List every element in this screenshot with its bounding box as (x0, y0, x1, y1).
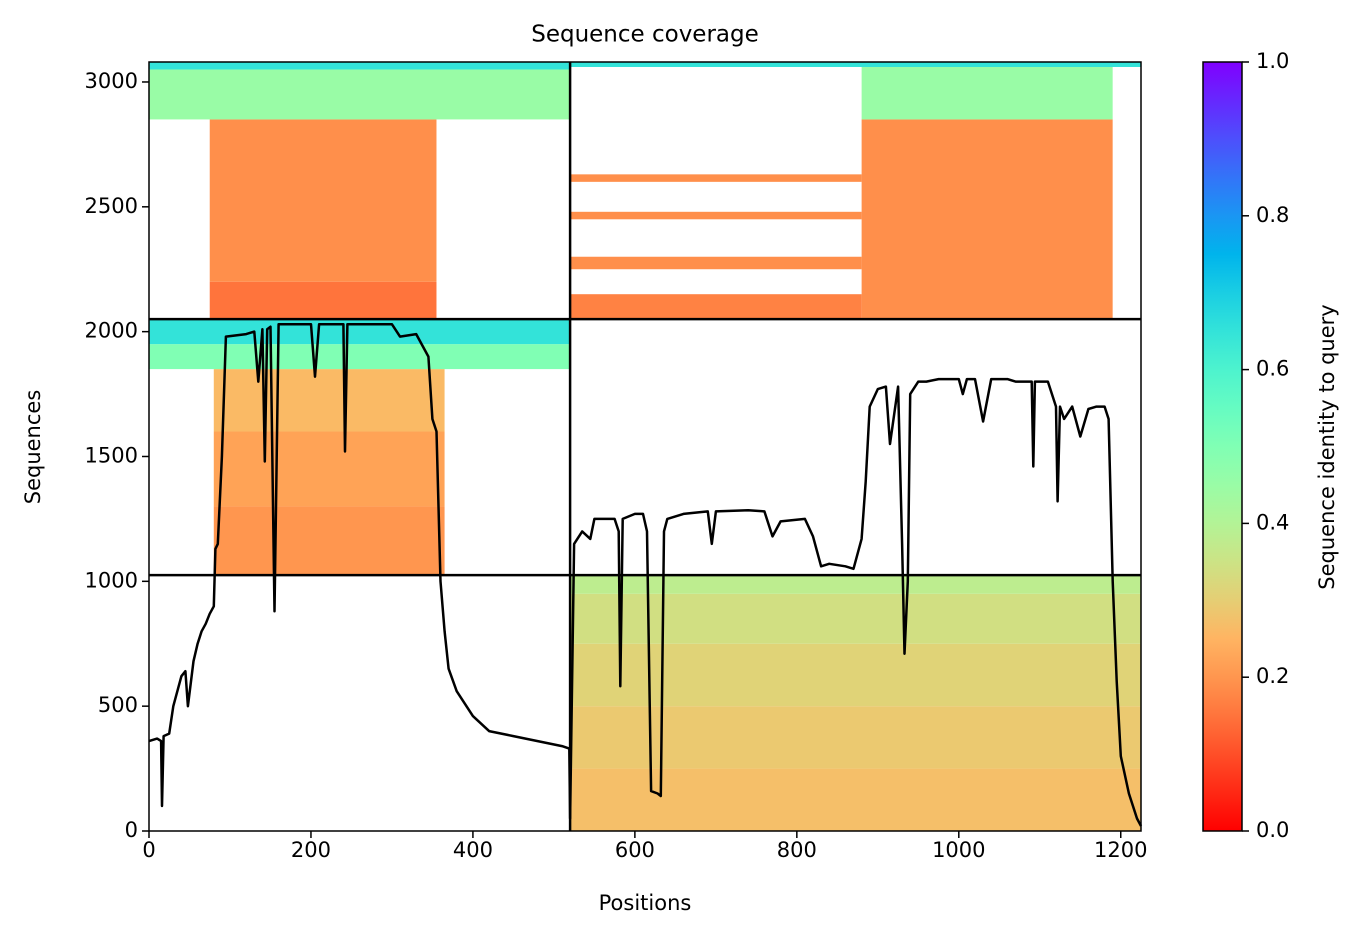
x-tick-label: 1200 (1094, 838, 1147, 862)
msa-block (570, 256, 862, 270)
msa-block (861, 119, 1113, 320)
msa-block (213, 506, 445, 576)
y-tick-label: 2000 (85, 319, 138, 343)
msa-block (570, 575, 1141, 594)
y-tick-label: 2500 (85, 194, 138, 218)
msa-block (570, 294, 862, 320)
msa-block (570, 768, 1141, 831)
x-tick-label: 400 (453, 838, 493, 862)
x-tick-label: 200 (291, 838, 331, 862)
msa-block (570, 174, 862, 182)
colorbar-tick-label: 1.0 (1256, 49, 1289, 73)
msa-block (149, 69, 571, 120)
colorbar-tick-label: 0.0 (1256, 818, 1289, 842)
y-tick-label: 1000 (85, 568, 138, 592)
x-axis-label: Positions (599, 891, 692, 915)
msa-block (149, 62, 571, 70)
y-tick-label: 1500 (85, 443, 138, 467)
msa-block (570, 593, 1141, 644)
colorbar-tick-label: 0.2 (1256, 664, 1289, 688)
colorbar-label: Sequence identity to query (1315, 304, 1339, 589)
msa-block (209, 119, 437, 282)
colorbar-tick-label: 0.6 (1256, 357, 1289, 381)
colorbar-tick-label: 0.4 (1256, 510, 1289, 534)
y-tick-label: 0 (125, 818, 138, 842)
x-tick-label: 1000 (932, 838, 985, 862)
plot-frame (148, 61, 1142, 832)
coverage-line (148, 322, 1143, 827)
msa-block (570, 211, 862, 220)
msa-block (149, 344, 571, 370)
y-tick-label: 500 (98, 693, 138, 717)
msa-block (570, 62, 1141, 67)
y-tick-label: 3000 (85, 69, 138, 93)
chart-title: Sequence coverage (531, 22, 759, 48)
msa-block (861, 66, 1113, 120)
msa-block (209, 281, 437, 320)
msa-block (149, 319, 571, 345)
x-tick-label: 0 (142, 838, 155, 862)
msa-block (213, 431, 445, 507)
x-tick-label: 600 (615, 838, 655, 862)
msa-block (570, 706, 1141, 769)
colorbar-tick-label: 0.8 (1256, 203, 1289, 227)
msa-block (570, 643, 1141, 707)
msa-block (213, 369, 445, 432)
x-tick-label: 800 (777, 838, 817, 862)
y-axis-label: Sequences (21, 390, 45, 505)
colorbar (1202, 61, 1243, 832)
